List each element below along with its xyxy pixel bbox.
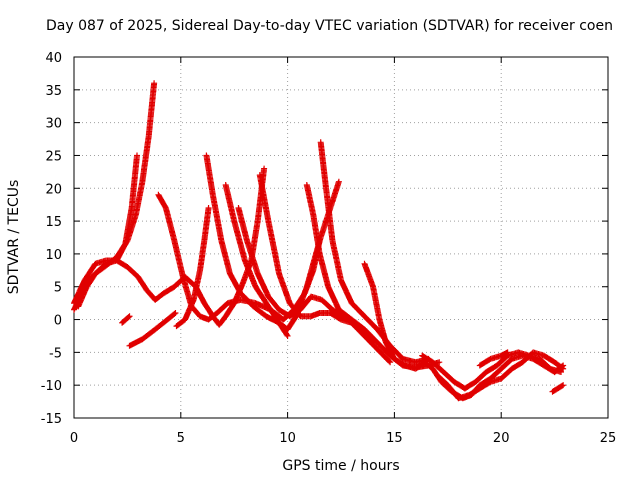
series-arc-7 <box>173 204 212 330</box>
x-tick-label: 20 <box>493 431 510 446</box>
series-arc-17 <box>476 349 511 369</box>
y-tick-label: 5 <box>54 281 62 296</box>
data-point-markers <box>317 139 432 366</box>
series-arc-2 <box>71 152 141 307</box>
y-tick-label: -15 <box>41 412 62 427</box>
y-tick-label: 35 <box>45 84 62 99</box>
series-arc-5 <box>119 313 133 326</box>
series-arc-14 <box>361 260 567 402</box>
y-tick-label: 0 <box>54 314 62 329</box>
x-tick-label: 15 <box>386 431 403 446</box>
data-point-markers <box>173 204 212 330</box>
y-tick-label: 30 <box>45 117 62 132</box>
data-point-markers <box>119 313 133 326</box>
data-point-markers <box>549 382 567 395</box>
x-tick-label: 0 <box>70 431 78 446</box>
data-point-markers <box>256 172 394 366</box>
series-arc-16 <box>434 349 567 402</box>
axis-ticks <box>73 56 609 419</box>
y-tick-label: -10 <box>41 379 62 394</box>
data-marks <box>71 80 567 402</box>
y-tick-labels: -15 -10 -5 0 5 10 15 20 25 30 35 40 <box>41 51 62 427</box>
data-point-markers <box>222 182 291 339</box>
series-arc-9 <box>222 182 291 339</box>
x-tick-label: 10 <box>279 431 296 446</box>
chart-title: Day 087 of 2025, Sidereal Day-to-day VTE… <box>46 18 613 34</box>
y-tick-label: -5 <box>49 346 62 361</box>
series-arc-4 <box>126 309 179 349</box>
series-arc-18 <box>549 382 567 395</box>
data-point-markers <box>476 349 511 369</box>
y-tick-label: 20 <box>45 182 62 197</box>
y-axis-label: SDTVAR / TECUs <box>6 180 22 295</box>
y-tick-label: 10 <box>45 248 62 263</box>
data-point-markers <box>361 260 567 402</box>
data-point-markers <box>126 309 179 349</box>
series-arc-11 <box>256 172 394 366</box>
series-arc-13 <box>317 139 432 366</box>
x-axis-label: GPS time / hours <box>282 458 399 474</box>
plot-frame <box>73 56 609 419</box>
y-tick-label: 40 <box>45 51 62 66</box>
x-tick-label: 5 <box>177 431 185 446</box>
data-point-markers <box>434 349 567 402</box>
x-tick-labels: 0 5 10 15 20 25 <box>70 431 616 446</box>
y-tick-label: 25 <box>45 149 62 164</box>
y-tick-label: 15 <box>45 215 62 230</box>
data-point-markers <box>71 152 141 307</box>
x-tick-label: 25 <box>600 431 617 446</box>
